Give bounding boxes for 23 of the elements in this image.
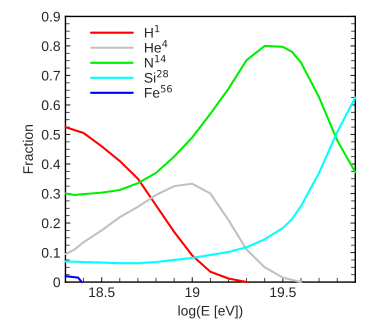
y-tick-label: 0.7	[42, 70, 60, 81]
x-tick-label: 19.5	[270, 287, 296, 298]
legend-label: He$^{4}$	[144, 40, 168, 53]
line-series	[64, 182, 302, 284]
legend-label: Fe$^{56}$	[144, 85, 172, 98]
legend-label: Si$^{28}$	[144, 70, 168, 83]
x-tick-label: 19	[186, 287, 200, 298]
y-tick-label: 0.8	[42, 41, 60, 52]
y-tick-label: 0.6	[42, 100, 60, 110]
legend-label: N$^{14}$	[144, 55, 166, 68]
y-tick-label: 0.1	[42, 248, 60, 258]
y-tick-label: 0.9	[42, 12, 60, 22]
x-tick-label: 18.5	[89, 287, 115, 298]
line-series	[64, 126, 248, 284]
legend-label: H$^{1}$	[144, 25, 160, 38]
line-series	[64, 96, 356, 264]
y-tick-label: 0.5	[42, 130, 60, 140]
y-tick-label: 0	[53, 277, 60, 288]
y-tick-label: 0.3	[42, 188, 60, 199]
x-axis-title: log(E [eV])	[178, 305, 242, 318]
y-tick-label: 0.4	[42, 159, 60, 170]
y-axis-title: Fraction	[22, 125, 33, 174]
y-tick-label: 0.2	[42, 218, 60, 228]
